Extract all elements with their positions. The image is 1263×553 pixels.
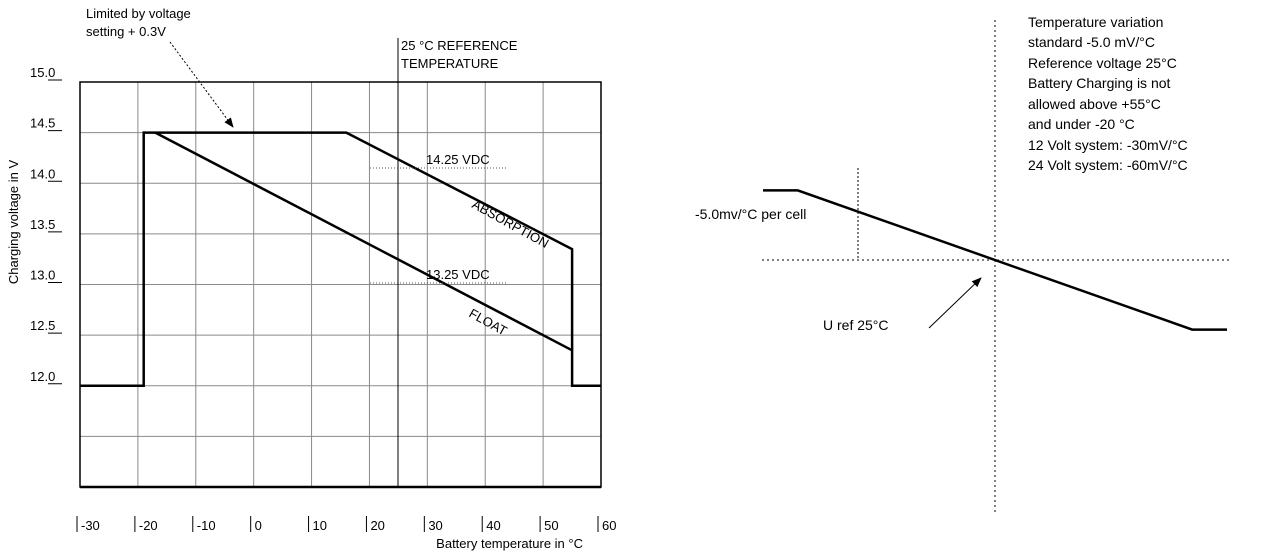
slope-label: -5.0mv/°C per cell — [695, 206, 806, 222]
y-tick-label: 12.0 — [30, 369, 55, 384]
left-gridlines — [80, 82, 601, 487]
left-y-ticks: 15.0 14.5 14.0 13.5 13.0 12.5 12.0 — [30, 65, 62, 385]
uref-arrow — [928, 277, 982, 329]
compensation-line — [763, 189, 1227, 331]
x-tick-label: 50 — [544, 518, 558, 533]
series-line-float — [154, 131, 573, 352]
y-tick-label: 15.0 — [30, 65, 55, 80]
x-tick-label: 60 — [602, 518, 616, 533]
annotation-limited-line2: setting + 0.3V — [86, 24, 166, 39]
y-tick-label: 12.5 — [30, 318, 55, 333]
annotation-limited-arrow — [169, 41, 234, 128]
y-tick-label: 14.5 — [30, 116, 55, 131]
y-tick-label: 13.0 — [30, 268, 55, 283]
series-label-absorption: ABSORPTION — [470, 197, 552, 251]
note-line: 12 Volt system: -30mV/°C — [1028, 137, 1188, 153]
note-line: Temperature variation — [1028, 14, 1163, 30]
annotation-limited-line1: Limited by voltage — [86, 6, 191, 21]
x-tick-label: -10 — [197, 518, 216, 533]
annotation-reference-line2: TEMPERATURE — [401, 56, 499, 71]
label-14-25-vdc: 14.25 VDC — [426, 152, 490, 167]
notes-block: Temperature variation standard -5.0 mV/°… — [1028, 14, 1188, 173]
note-line: standard -5.0 mV/°C — [1028, 34, 1155, 50]
x-tick-label: 10 — [313, 518, 327, 533]
x-tick-label: 40 — [486, 518, 500, 533]
left-x-ticks: -30 -20 -10 0 10 20 30 40 50 60 — [76, 516, 616, 533]
right-chart: -5.0mv/°C per cell U ref 25°C Temperatur… — [695, 14, 1232, 515]
uref-label: U ref 25°C — [823, 317, 889, 333]
x-tick-label: -30 — [81, 518, 100, 533]
series-label-float: FLOAT — [467, 306, 510, 339]
note-line: Battery Charging is not — [1028, 75, 1171, 91]
x-tick-label: -20 — [139, 518, 158, 533]
x-tick-label: 20 — [370, 518, 384, 533]
note-line: Reference voltage 25°C — [1028, 55, 1177, 71]
x-tick-label: 0 — [255, 518, 262, 533]
label-13-25-vdc: 13.25 VDC — [426, 267, 490, 282]
note-line: allowed above +55°C — [1028, 96, 1161, 112]
series-line-absorption — [80, 131, 601, 388]
x-tick-label: 30 — [428, 518, 442, 533]
left-chart: 15.0 14.5 14.0 13.5 13.0 12.5 12.0 -30 -20 -10 0 1… — [6, 6, 616, 551]
y-tick-label: 14.0 — [30, 166, 55, 181]
note-line: and under -20 °C — [1028, 116, 1135, 132]
left-series — [80, 131, 601, 388]
y-tick-label: 13.5 — [30, 217, 55, 232]
x-axis-label: Battery temperature in °C — [436, 536, 583, 551]
annotation-reference-line1: 25 °C REFERENCE — [401, 38, 518, 53]
note-line: 24 Volt system: -60mV/°C — [1028, 157, 1188, 173]
y-axis-label: Charging voltage in V — [6, 160, 21, 285]
right-series — [763, 189, 1227, 331]
